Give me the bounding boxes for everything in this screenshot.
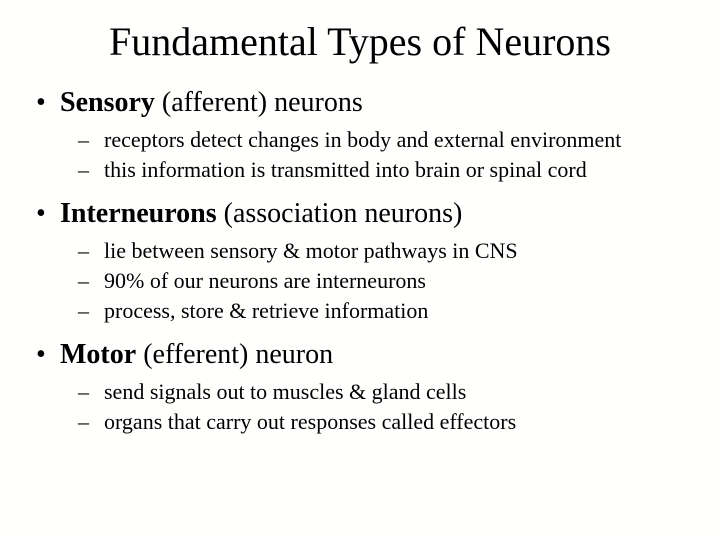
list-item: Interneurons (association neurons) lie b… [30, 198, 690, 325]
sub-item: this information is transmitted into bra… [78, 155, 690, 185]
list-item: Motor (efferent) neuron send signals out… [30, 339, 690, 436]
sub-list: lie between sensory & motor pathways in … [60, 236, 690, 325]
sub-item: receptors detect changes in body and ext… [78, 125, 690, 155]
bullet-list: Sensory (afferent) neurons receptors det… [30, 87, 690, 437]
item-heading: Sensory (afferent) neurons [60, 87, 363, 118]
item-heading: Interneurons (association neurons) [60, 198, 462, 229]
item-heading: Motor (efferent) neuron [60, 339, 333, 370]
sub-list: receptors detect changes in body and ext… [60, 125, 690, 184]
sub-item: send signals out to muscles & gland cell… [78, 377, 690, 407]
sub-item: lie between sensory & motor pathways in … [78, 236, 690, 266]
slide: Fundamental Types of Neurons Sensory (af… [0, 0, 720, 540]
sub-item: 90% of our neurons are interneurons [78, 266, 690, 296]
sub-list: send signals out to muscles & gland cell… [60, 377, 690, 436]
list-item: Sensory (afferent) neurons receptors det… [30, 87, 690, 184]
slide-title: Fundamental Types of Neurons [30, 18, 690, 65]
sub-item: process, store & retrieve information [78, 296, 690, 326]
sub-item: organs that carry out responses called e… [78, 407, 690, 437]
